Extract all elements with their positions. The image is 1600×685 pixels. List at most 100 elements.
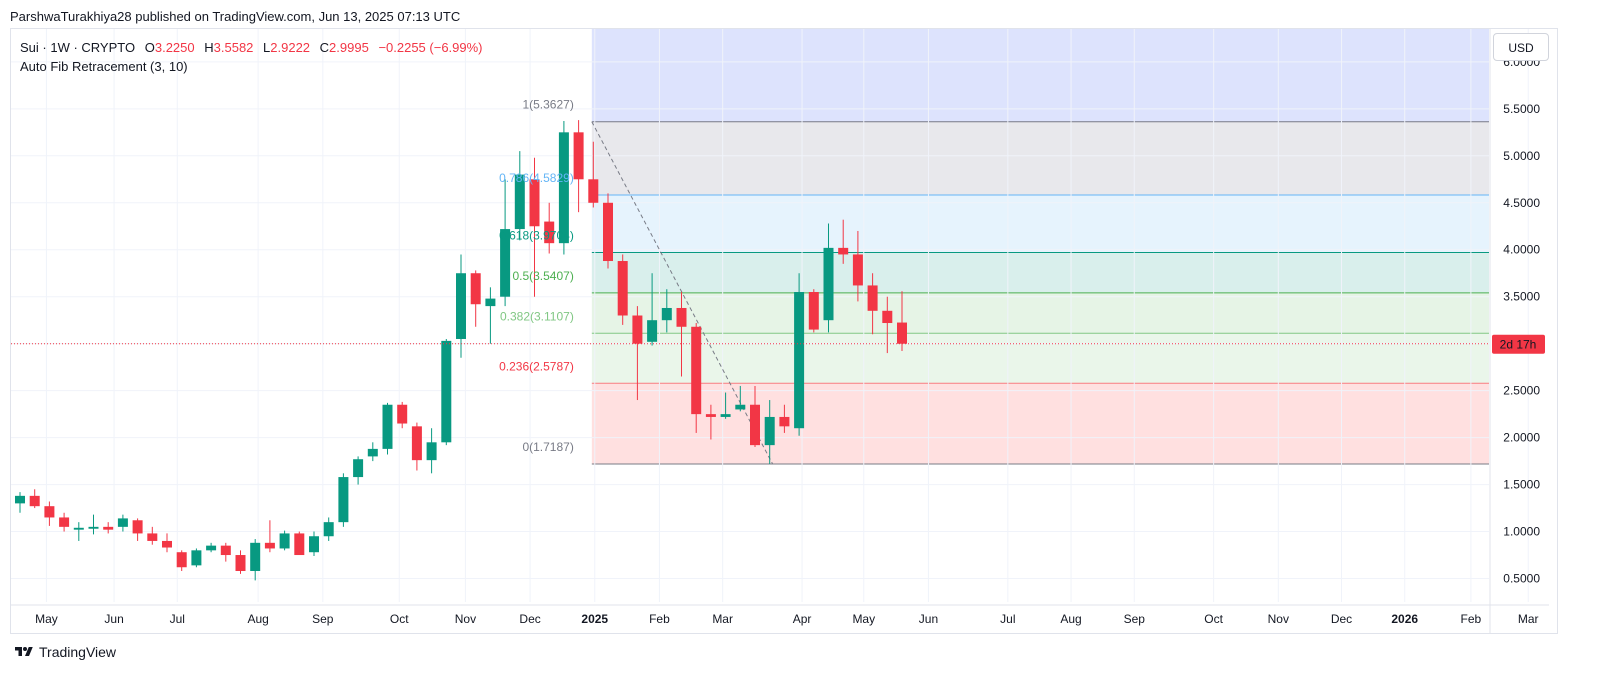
candle-body bbox=[867, 285, 878, 311]
x-tick-label: Dec bbox=[519, 612, 540, 626]
candle-body bbox=[59, 517, 70, 527]
candle-body bbox=[162, 540, 172, 548]
candle-body bbox=[323, 522, 334, 537]
candle-body bbox=[470, 273, 481, 305]
fib-label-0: 0(1.7187) bbox=[522, 440, 573, 454]
x-tick-label: 2025 bbox=[581, 612, 608, 626]
fib-label-0.5: 0.5(3.5407) bbox=[512, 269, 573, 283]
y-tick-label: 1.5000 bbox=[1503, 478, 1540, 492]
candle-body bbox=[73, 527, 84, 530]
x-tick-label: Nov bbox=[1268, 612, 1289, 626]
low-label: L bbox=[263, 40, 271, 55]
candle-body bbox=[544, 221, 555, 244]
x-tick-label: Jul bbox=[170, 612, 185, 626]
x-tick-label: Feb bbox=[1461, 612, 1482, 626]
fib-zone-0.618 bbox=[591, 252, 1489, 293]
close-label: C bbox=[319, 40, 330, 55]
candle-body bbox=[897, 322, 907, 344]
x-tick-label: Feb bbox=[649, 612, 670, 626]
candle-body bbox=[29, 495, 40, 507]
candle-body bbox=[367, 448, 378, 457]
high-value: 3.5582 bbox=[213, 40, 254, 55]
fib-zone-above bbox=[591, 29, 1489, 122]
x-tick-label: May bbox=[852, 612, 875, 626]
fib-label-0.382: 0.382(3.1107) bbox=[500, 309, 574, 323]
candle-body bbox=[176, 552, 187, 568]
y-tick-label: 4.0000 bbox=[1503, 243, 1540, 257]
x-tick-label: Oct bbox=[1204, 612, 1223, 626]
currency-button[interactable]: USD bbox=[1493, 33, 1549, 61]
candle-body bbox=[705, 414, 716, 417]
candle-body bbox=[220, 545, 231, 556]
candle-body bbox=[147, 533, 158, 541]
candle-body bbox=[441, 340, 452, 443]
candle-body bbox=[103, 526, 114, 530]
candle-body bbox=[852, 254, 863, 286]
x-tick-label: Jul bbox=[1000, 612, 1015, 626]
symbol-ohlc-row: Sui · 1W · CRYPTO O3.2250 H3.5582 L2.922… bbox=[20, 38, 483, 57]
candle-body bbox=[529, 179, 540, 227]
candle-body bbox=[294, 533, 305, 556]
countdown-label: 2d 17h bbox=[1500, 338, 1537, 352]
candle-body bbox=[764, 416, 775, 446]
symbol-label[interactable]: Sui · 1W · CRYPTO bbox=[20, 40, 136, 55]
candle-body bbox=[88, 526, 99, 529]
candle-body bbox=[617, 261, 628, 316]
candle-body bbox=[411, 426, 422, 461]
candle-body bbox=[573, 132, 584, 180]
x-tick-label: Nov bbox=[455, 612, 476, 626]
candle-body bbox=[250, 542, 261, 572]
candle-body bbox=[603, 202, 613, 262]
fib-zone-1 bbox=[591, 121, 1489, 195]
candle-body bbox=[338, 477, 349, 523]
x-tick-label: Sep bbox=[1124, 612, 1146, 626]
candle-body bbox=[808, 292, 819, 330]
fib-zone-0.382 bbox=[591, 333, 1489, 384]
candle-body bbox=[779, 416, 790, 427]
candle-body bbox=[206, 545, 217, 551]
x-tick-label: Dec bbox=[1331, 612, 1352, 626]
candle-body bbox=[647, 320, 658, 342]
fib-label-1: 1(5.3627) bbox=[522, 98, 573, 112]
tradingview-logo-icon bbox=[15, 647, 33, 656]
candle-body bbox=[794, 292, 805, 429]
x-tick-label: Oct bbox=[390, 612, 409, 626]
open-value: 3.2250 bbox=[154, 40, 195, 55]
candle-body bbox=[44, 506, 55, 518]
footer-brand[interactable]: TradingView bbox=[14, 644, 116, 660]
candle-body bbox=[397, 404, 408, 424]
candle-body bbox=[485, 298, 496, 307]
y-tick-label: 2.5000 bbox=[1503, 384, 1540, 398]
y-tick-label: 5.0000 bbox=[1503, 149, 1540, 163]
y-tick-label: 0.5000 bbox=[1503, 572, 1540, 586]
x-tick-label: Sep bbox=[312, 612, 334, 626]
countdown-tag bbox=[1492, 334, 1545, 354]
x-tick-label: Jun bbox=[104, 612, 123, 626]
candle-body bbox=[426, 442, 437, 461]
x-tick-label: Apr bbox=[793, 612, 812, 626]
candle-body bbox=[235, 555, 246, 572]
footer-brand-label: TradingView bbox=[39, 644, 117, 660]
candle-body bbox=[500, 229, 511, 297]
x-tick-label: Jun bbox=[919, 612, 938, 626]
high-label: H bbox=[204, 40, 214, 55]
candle-body bbox=[309, 536, 319, 553]
open-label: O bbox=[144, 40, 155, 55]
candle-body bbox=[882, 310, 893, 324]
candle-body bbox=[191, 550, 202, 566]
candle-body bbox=[117, 518, 128, 527]
candle-body bbox=[823, 247, 834, 321]
candle-body bbox=[456, 273, 466, 339]
candle-body bbox=[353, 459, 364, 478]
fib-label-0.236: 0.236(2.5787) bbox=[499, 359, 574, 373]
candle-body bbox=[382, 404, 393, 449]
y-tick-label: 4.5000 bbox=[1503, 196, 1540, 210]
y-tick-label: 2.0000 bbox=[1503, 431, 1540, 445]
x-tick-label: Aug bbox=[247, 612, 268, 626]
candle-body bbox=[750, 404, 760, 446]
x-tick-label: May bbox=[35, 612, 58, 626]
y-tick-label: 3.5000 bbox=[1503, 290, 1540, 304]
indicator-label[interactable]: Auto Fib Retracement (3, 10) bbox=[20, 59, 188, 74]
candle-body bbox=[279, 533, 290, 549]
